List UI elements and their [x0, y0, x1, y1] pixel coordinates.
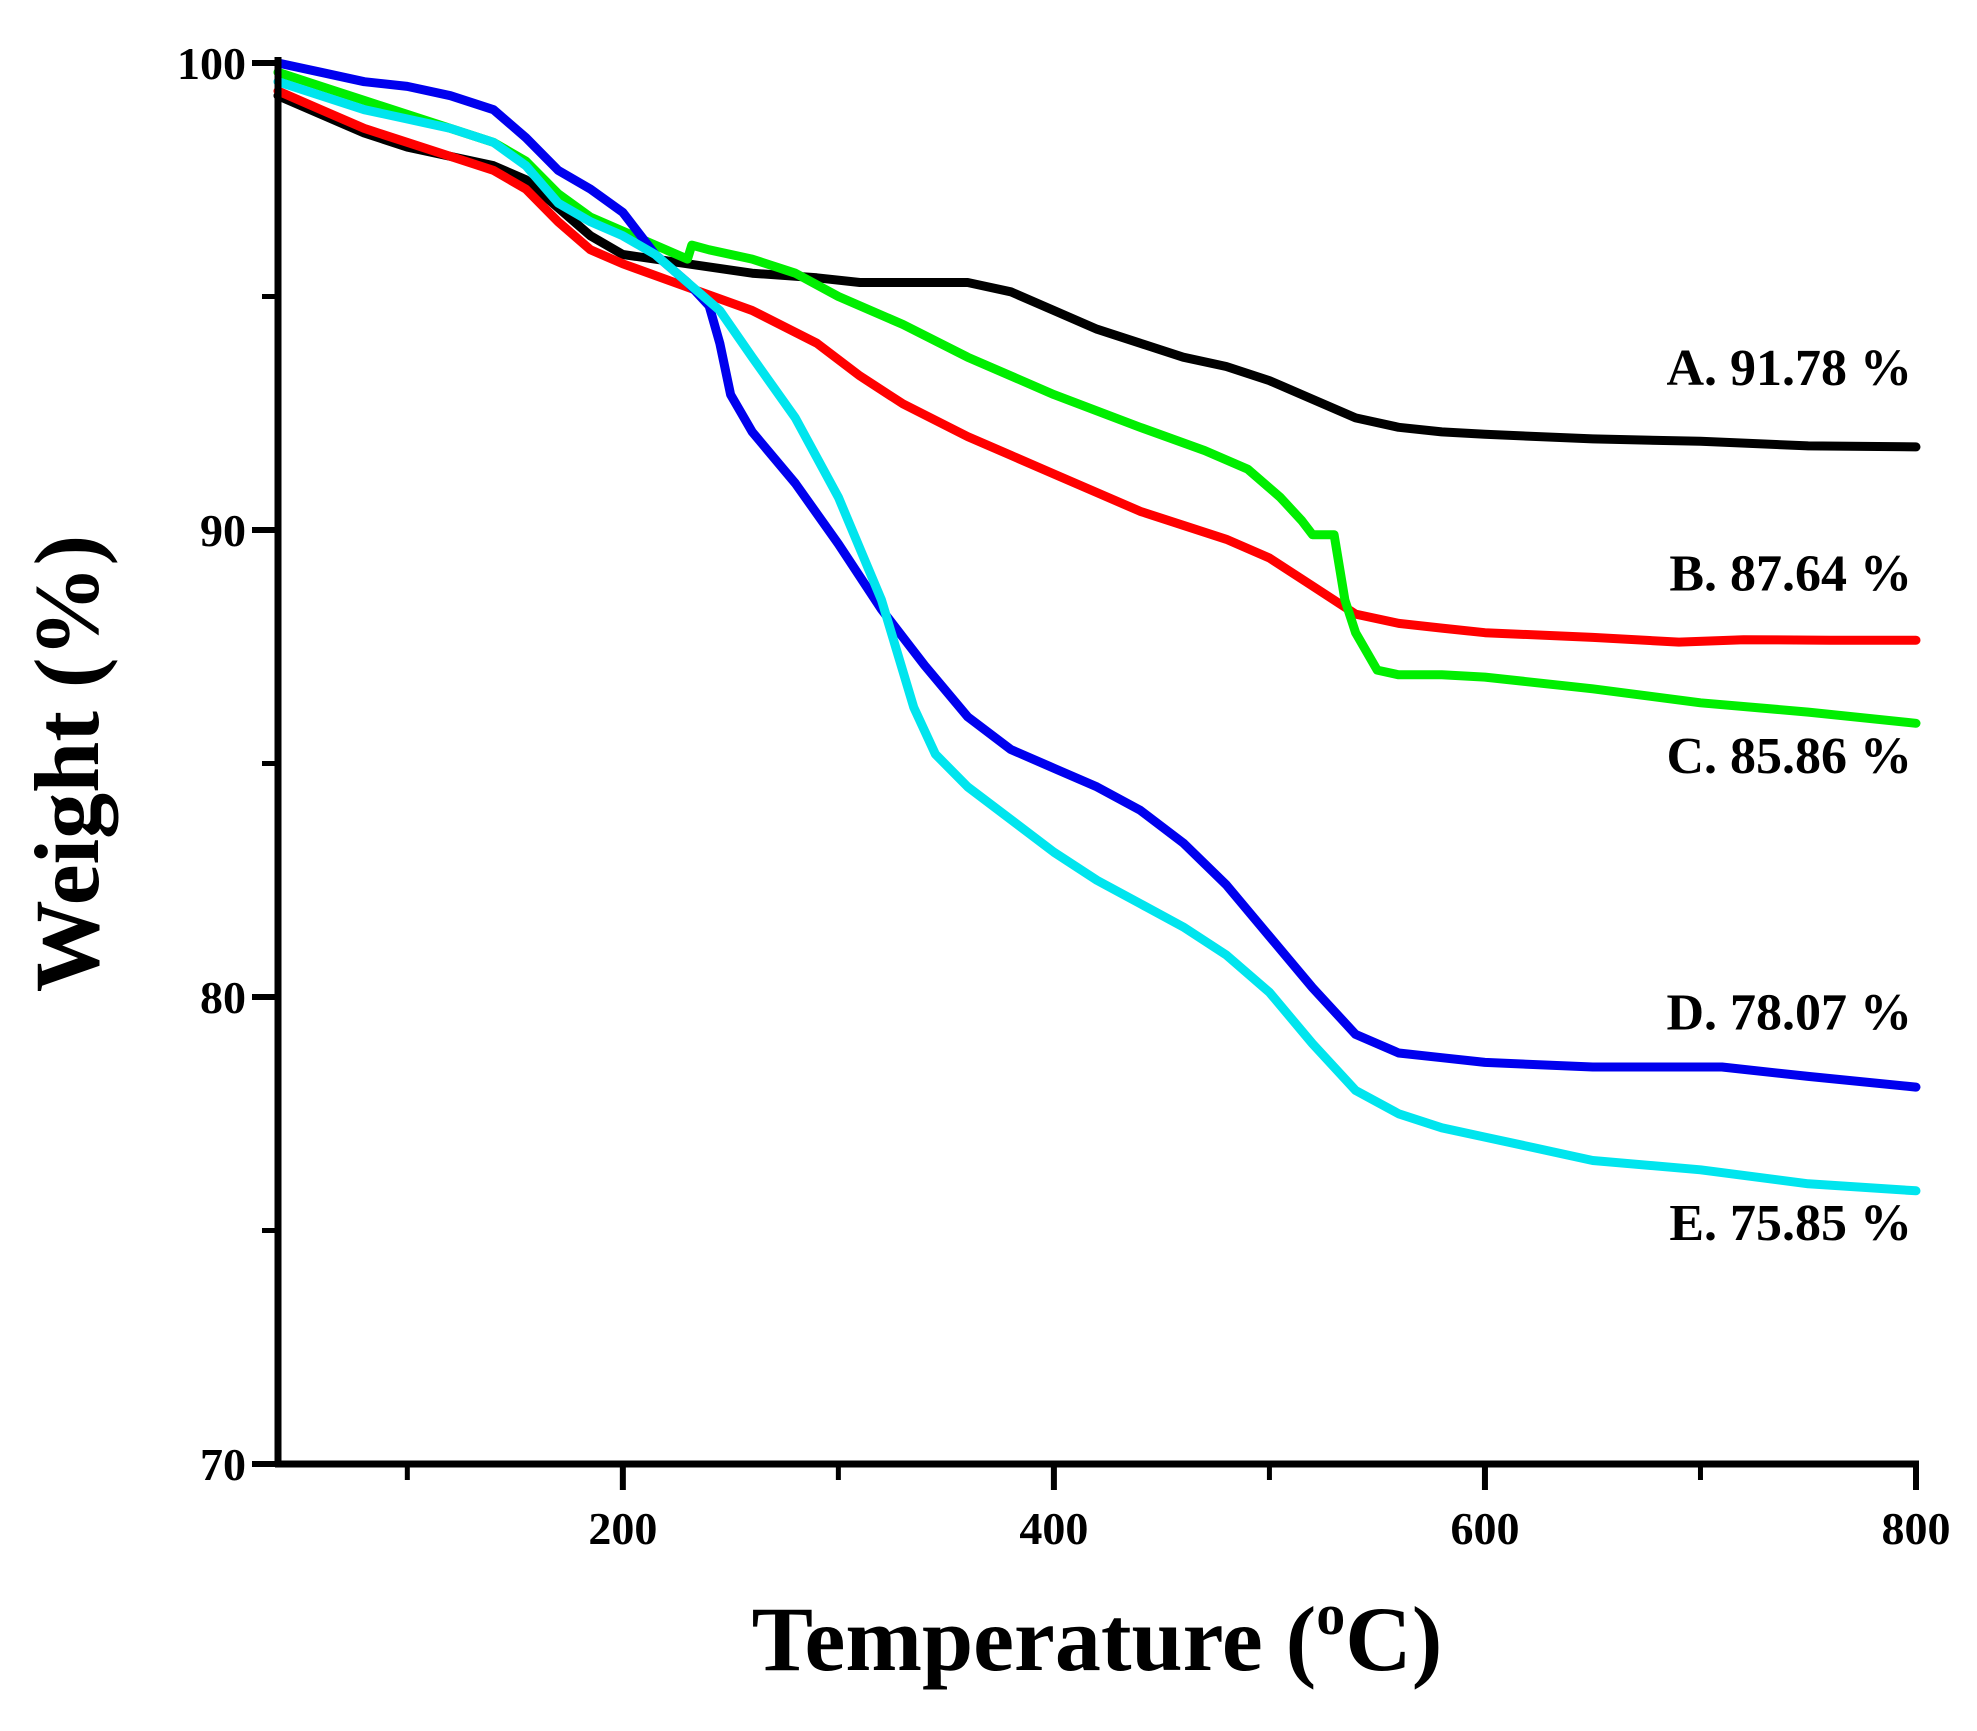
series-line-a [273, 91, 1921, 452]
x-tick-label: 400 [1019, 1503, 1088, 1554]
x-tick-label: 200 [588, 1503, 657, 1554]
x-axis-title-end: C) [1345, 1588, 1442, 1690]
series-line-e [273, 77, 1921, 1196]
series-label-d: D. 78.07 % [1666, 985, 1912, 1042]
y-tick-label: 90 [200, 505, 246, 556]
series-label-b: B. 87.64 % [1669, 546, 1912, 603]
series-line-d [273, 58, 1921, 1092]
x-axis-title-main: Temperature ( [752, 1588, 1317, 1690]
axes-layer [274, 57, 1919, 1468]
series-layer [273, 58, 1921, 1196]
series-labels: A. 91.78 % B. 87.64 % C. 85.86 % D. 78.07 %… [1666, 340, 1912, 1252]
series-line-b [273, 86, 1921, 647]
y-tick-label: 80 [200, 972, 246, 1023]
series-label-c: C. 85.86 % [1666, 728, 1912, 785]
series-label-a: A. 91.78 % [1666, 340, 1912, 397]
y-tick-label: 100 [177, 38, 246, 89]
y-axis-title: Weight (%) [16, 535, 118, 992]
x-tick-label: 600 [1450, 1503, 1519, 1554]
ticks-layer: 200 400 600 800 70 80 90 100 [177, 38, 1951, 1554]
x-axis-title-superscript: o [1316, 1582, 1345, 1647]
x-tick-label: 800 [1882, 1503, 1951, 1554]
x-axis-title: Temperature (oC) [752, 1582, 1443, 1690]
y-tick-label: 70 [200, 1439, 246, 1490]
series-label-e: E. 75.85 % [1669, 1195, 1912, 1252]
